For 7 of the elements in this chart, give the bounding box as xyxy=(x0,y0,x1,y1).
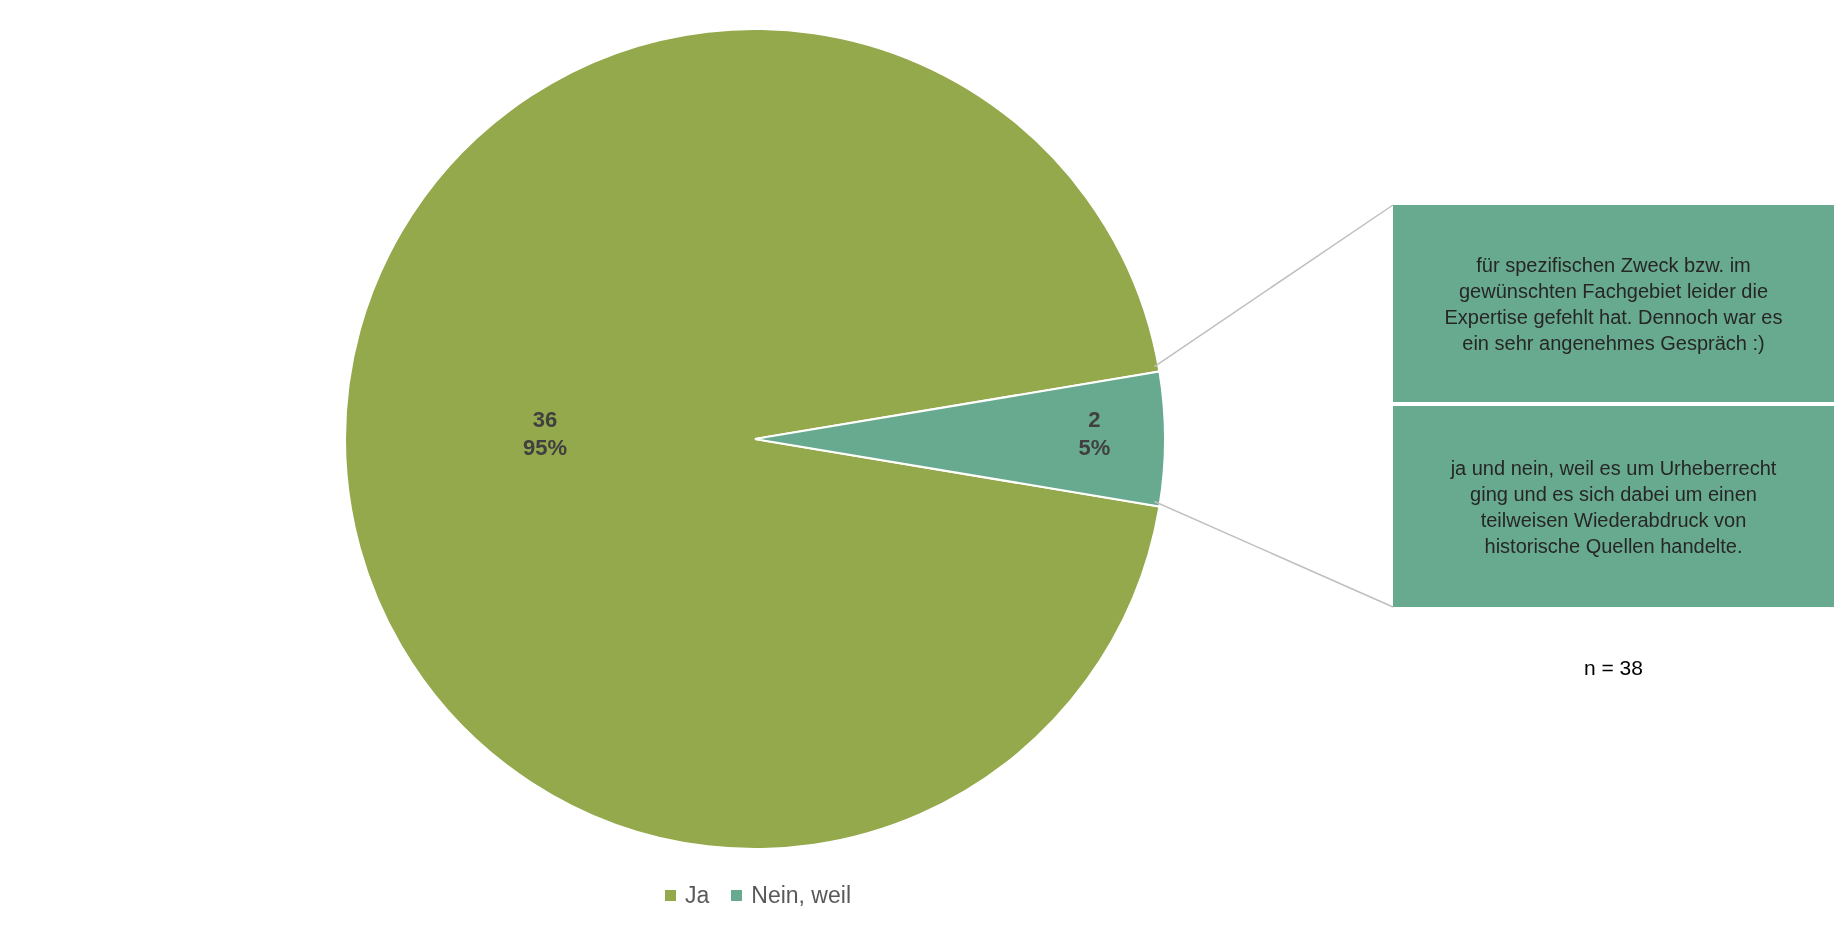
data-label: 36 95% xyxy=(522,406,568,460)
legend-label: Ja xyxy=(684,882,710,909)
data-label: 2 5% xyxy=(1078,406,1111,460)
text: n = 38 xyxy=(1583,656,1644,680)
legend-label: Nein, weil xyxy=(751,882,851,909)
text: ja und nein, weil es um Urheberrecht ging und es sich dabei um einen teilweisen Wiederabdruck von historische Quellen handelte. xyxy=(1393,406,1834,607)
text: für spezifischen Zweck bzw. im gewünschten Fachgebiet leider die Expertise gefehlt hat. Dennoch war es ein sehr angenehmes Gespräch :) xyxy=(1393,205,1834,404)
